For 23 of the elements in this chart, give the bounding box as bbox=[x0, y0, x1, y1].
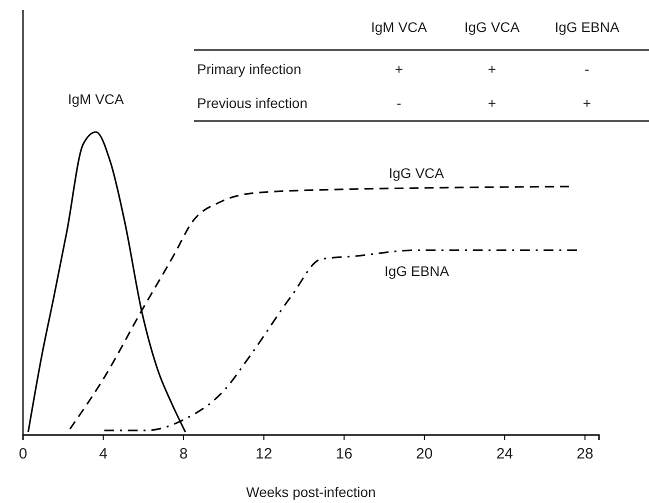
x-tick-label: 20 bbox=[416, 446, 433, 463]
text: IgG EBNA bbox=[554, 19, 620, 35]
x-tick-label: 8 bbox=[179, 446, 188, 463]
text: IgM VCA bbox=[68, 91, 125, 107]
text: - bbox=[584, 61, 590, 77]
series-label: IgG VCA bbox=[388, 165, 445, 182]
text: IgM VCA bbox=[370, 19, 428, 35]
text: + bbox=[582, 95, 592, 111]
text: + bbox=[394, 61, 404, 77]
text: IgG VCA bbox=[464, 19, 520, 35]
x-axis-title: Weeks post-infection bbox=[246, 484, 376, 500]
text: - bbox=[396, 95, 402, 111]
series-label: IgG EBNA bbox=[384, 263, 450, 280]
text: + bbox=[488, 95, 496, 111]
x-tick-label: 4 bbox=[99, 446, 108, 463]
x-tick-label: 12 bbox=[255, 446, 272, 463]
text: Primary infection bbox=[197, 61, 302, 77]
text: Previous infection bbox=[197, 95, 308, 111]
x-tick-label: 0 bbox=[18, 446, 28, 463]
x-tick-label: 28 bbox=[576, 446, 594, 463]
x-tick-label: 16 bbox=[336, 446, 352, 463]
text: + bbox=[488, 61, 496, 77]
x-tick-label: 24 bbox=[496, 446, 514, 463]
